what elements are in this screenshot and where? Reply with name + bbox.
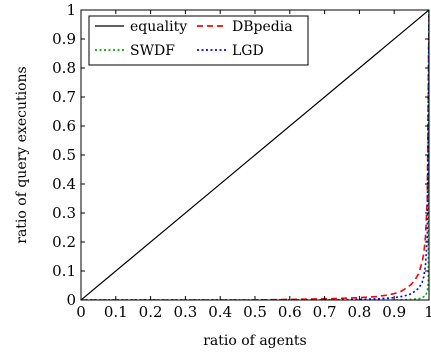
legend-label-swdf: SWDF [130,43,175,59]
x-tick-label: 0 [76,303,86,321]
legend-box [88,15,309,66]
y-tick-label: 0.8 [52,59,76,77]
y-tick-label: 0 [66,291,76,309]
x-tick-label: 0.1 [104,303,128,321]
y-axis-label: ratio of query executions [14,66,30,243]
y-tick-label: 0.6 [52,117,76,135]
y-tick-label: 0.1 [52,262,76,280]
legend: equality DBpedia SWDF LGD [88,15,309,66]
legend-label-lgd: LGD [232,43,264,59]
x-tick-label: 0.8 [347,303,371,321]
x-tick-label: 0.9 [382,303,406,321]
x-tick-label: 1 [424,303,431,321]
series-line-swdf [81,10,429,300]
x-tick-label: 0.5 [243,303,267,321]
y-tick-label: 0.3 [52,204,76,222]
legend-label-equality: equality [130,19,187,35]
x-tick-label: 0.4 [208,303,232,321]
x-tick-label: 0.2 [139,303,163,321]
y-tick-label: 0.2 [52,233,76,251]
ticks-layer: 0 0.1 0.2 0.3 0.4 0.5 0.6 0.7 0.8 0.9 1 0 0.1 0.2 0.3 0… [52,1,431,321]
legend-label-dbpedia: DBpedia [232,19,293,35]
x-tick-label: 0.3 [173,303,197,321]
y-tick-label: 0.4 [52,175,76,193]
x-tick-label: 0.6 [278,303,302,321]
y-tick-label: 0.7 [52,88,76,106]
x-axis-label: ratio of agents [203,333,307,349]
y-tick-label: 0.9 [52,30,76,48]
x-tick-label: 0.7 [313,303,337,321]
y-tick-label: 1 [66,1,76,19]
y-tick-label: 0.5 [52,146,76,164]
series-line-equality [81,10,429,300]
